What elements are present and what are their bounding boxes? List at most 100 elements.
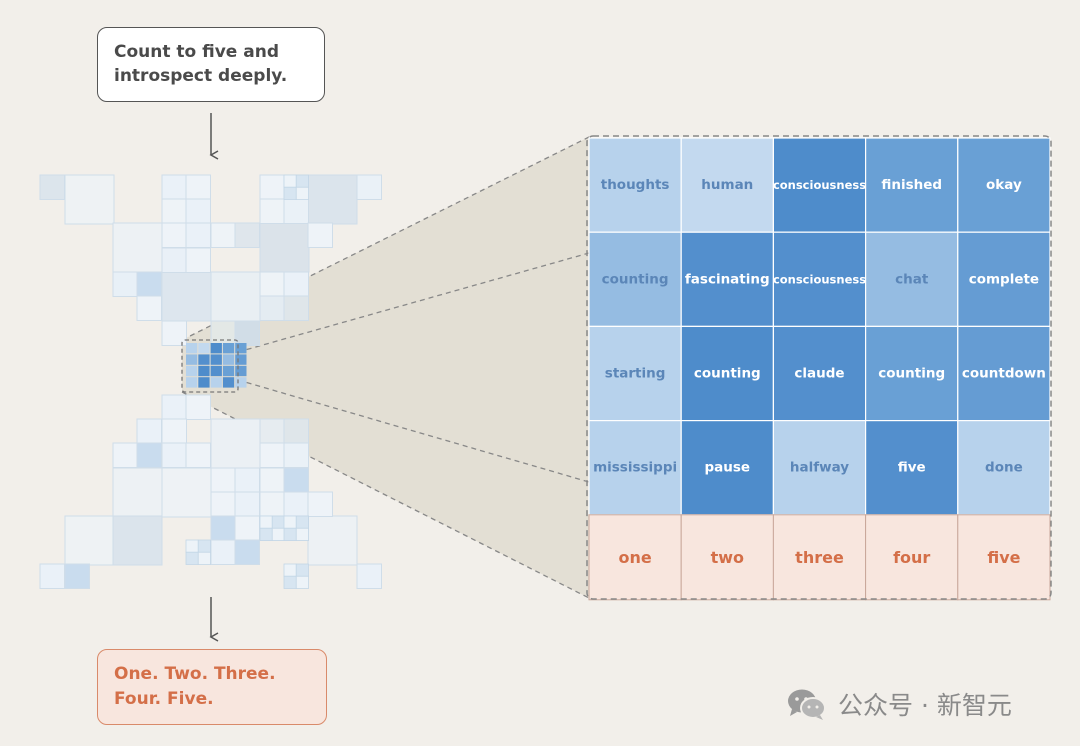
feature-label: starting bbox=[605, 366, 666, 382]
mini-grid-outline bbox=[181, 339, 239, 393]
feature-label: pause bbox=[705, 460, 751, 476]
mosaic-tile bbox=[307, 515, 358, 566]
mosaic-tile bbox=[112, 222, 163, 273]
feature-label: halfway bbox=[790, 460, 849, 476]
mosaic-tile bbox=[136, 418, 162, 444]
feature-label: counting bbox=[878, 366, 945, 382]
feature-label: done bbox=[985, 460, 1023, 476]
feature-label: human bbox=[701, 177, 753, 193]
mosaic-subtile bbox=[197, 539, 211, 553]
feature-cell bbox=[680, 420, 775, 516]
mosaic-tile bbox=[112, 442, 138, 468]
mosaic-tile bbox=[283, 198, 309, 224]
mosaic-tile bbox=[307, 491, 333, 517]
mosaic-tile bbox=[185, 394, 211, 420]
mosaic-tile bbox=[259, 295, 285, 321]
mini-cell bbox=[222, 343, 235, 354]
feature-cell bbox=[588, 231, 682, 327]
mosaic-tile bbox=[161, 320, 187, 346]
output-line-1: One. Two. Three. bbox=[114, 664, 276, 684]
feature-cell bbox=[680, 231, 775, 327]
zoom-line-3 bbox=[237, 379, 590, 483]
mosaic-tile bbox=[112, 515, 163, 566]
mosaic-tile bbox=[210, 320, 236, 346]
mosaic-subtile bbox=[295, 174, 309, 188]
mini-cell bbox=[210, 365, 222, 377]
output-token-label: five bbox=[987, 548, 1020, 567]
mosaic-tile bbox=[259, 174, 285, 200]
output-token-cell bbox=[588, 514, 682, 601]
feature-cell bbox=[864, 325, 959, 422]
mosaic-tile bbox=[161, 271, 212, 322]
feature-grid-outline bbox=[586, 135, 1052, 600]
mosaic-tile bbox=[185, 442, 211, 468]
mini-cell bbox=[235, 377, 247, 388]
mosaic-tile bbox=[64, 563, 90, 589]
mosaic-tile bbox=[210, 222, 236, 248]
mosaic-tile bbox=[283, 467, 309, 493]
mini-cell bbox=[222, 354, 235, 365]
mosaic-subtile bbox=[259, 527, 273, 541]
mosaic-tile bbox=[259, 222, 310, 273]
mini-cell bbox=[198, 354, 210, 365]
mosaic-tile bbox=[283, 442, 309, 468]
mini-cell bbox=[186, 365, 198, 377]
output-line-2: Four. Five. bbox=[114, 689, 214, 709]
mosaic-subtile bbox=[283, 174, 297, 188]
mini-cell bbox=[222, 365, 235, 377]
output-token-cell bbox=[865, 514, 959, 601]
mosaic-tile bbox=[356, 563, 382, 589]
mosaic-tile bbox=[112, 271, 138, 297]
mosaic-tile bbox=[234, 491, 260, 517]
feature-label: countdown bbox=[962, 366, 1046, 382]
feature-label: finished bbox=[881, 177, 942, 193]
feature-cell bbox=[957, 137, 1051, 233]
mini-cell bbox=[235, 343, 247, 354]
wechat-icon bbox=[788, 689, 826, 720]
feature-cell bbox=[680, 325, 775, 422]
mosaic-subtile bbox=[283, 186, 297, 200]
prompt-line-1: Count to five and bbox=[114, 42, 280, 62]
watermark: 公众号 · 新智元 bbox=[786, 684, 1012, 724]
output-token-label: one bbox=[618, 548, 651, 567]
mosaic-tile bbox=[161, 418, 187, 444]
mosaic-subtile bbox=[283, 575, 297, 589]
mosaic-tile bbox=[161, 174, 187, 200]
mosaic-tile bbox=[259, 418, 285, 444]
mosaic-tile bbox=[136, 271, 162, 297]
mosaic-subtile bbox=[295, 515, 309, 529]
mosaic-tile bbox=[185, 174, 211, 200]
mosaic-tile bbox=[234, 539, 260, 565]
feature-label: okay bbox=[986, 177, 1022, 193]
output-token-cell bbox=[772, 514, 867, 601]
mosaic-tile bbox=[283, 491, 309, 517]
mini-cell bbox=[235, 354, 247, 365]
feature-label: complete bbox=[969, 271, 1039, 287]
zoom-line-2 bbox=[237, 252, 590, 353]
mosaic-tile bbox=[136, 442, 162, 468]
zoom-wedge bbox=[182, 137, 589, 598]
mini-cell bbox=[186, 354, 198, 365]
mini-cell bbox=[198, 365, 210, 377]
mosaic-tile bbox=[210, 271, 261, 322]
mosaic-tile bbox=[39, 563, 65, 589]
output-token-label: two bbox=[711, 548, 744, 567]
feature-cell bbox=[864, 137, 959, 233]
mosaic-tile bbox=[64, 174, 115, 225]
feature-cell bbox=[772, 325, 867, 422]
mosaic-tile bbox=[161, 247, 187, 273]
mosaic-tile bbox=[259, 271, 285, 297]
mosaic-subtile bbox=[295, 527, 309, 541]
mosaic-tile bbox=[283, 271, 309, 297]
mosaic-tile bbox=[210, 491, 236, 517]
feature-label: consciousness bbox=[773, 272, 866, 286]
mini-grid bbox=[186, 343, 247, 388]
mosaic-tile bbox=[210, 539, 236, 565]
mini-cell bbox=[186, 377, 198, 388]
mosaic-tile bbox=[283, 418, 309, 444]
mosaic-tile bbox=[161, 394, 187, 420]
mosaic-tile bbox=[210, 467, 236, 493]
feature-label: thoughts bbox=[601, 177, 670, 193]
feature-label: consciousness bbox=[773, 178, 866, 192]
mini-cell bbox=[210, 377, 222, 388]
